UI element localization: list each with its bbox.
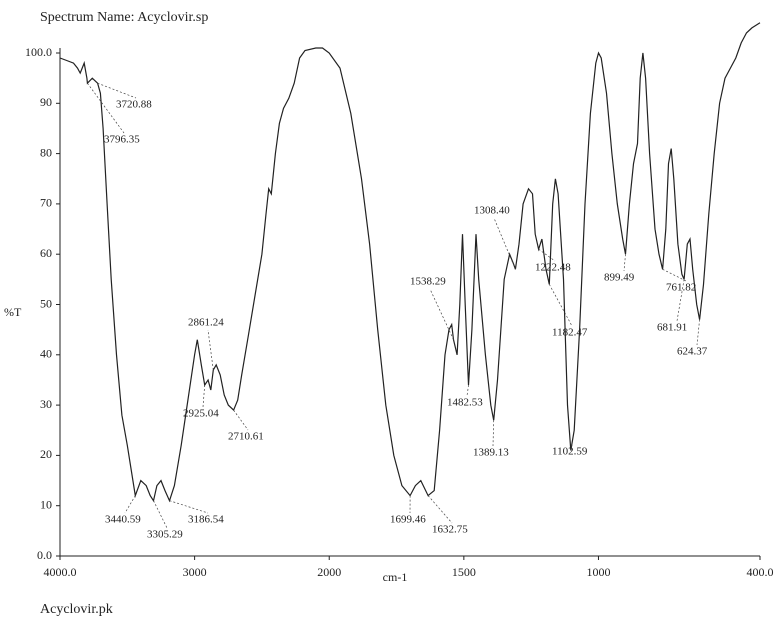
peak-leader	[153, 500, 168, 529]
peak-leader	[570, 444, 573, 451]
x-tick-label: 3000	[183, 565, 207, 579]
x-axis-label: cm-1	[383, 570, 408, 584]
peak-label: 761.82	[666, 282, 696, 294]
peak-label: 681.91	[657, 322, 687, 334]
peak-label: 1632.75	[432, 524, 468, 536]
peak-label: 899.49	[604, 272, 635, 284]
y-tick-label: 100.0	[25, 45, 52, 59]
footer: Acyclovir.pk	[40, 602, 113, 617]
y-axis-label: %T	[4, 305, 22, 319]
peak-leader	[429, 288, 454, 340]
peak-leader	[538, 248, 556, 262]
y-tick-label: 70	[40, 196, 52, 210]
peak-leader	[427, 495, 453, 524]
peak-label: 2710.61	[228, 431, 264, 443]
peak-label: 1308.40	[474, 205, 510, 217]
y-tick-label: 90	[40, 95, 52, 109]
x-tick-label: 400.0	[747, 565, 774, 579]
y-tick-label: 10	[40, 497, 52, 511]
peak-leader	[466, 384, 469, 397]
y-tick-label: 50	[40, 296, 52, 310]
y-tick-label: 30	[40, 397, 52, 411]
spectrum-line	[59, 22, 761, 503]
peak-leader	[549, 284, 573, 327]
peak-leader	[676, 279, 685, 322]
peak-leader	[662, 268, 687, 282]
peak-label: 624.37	[677, 346, 708, 358]
peak-label: 1222.48	[535, 262, 571, 274]
x-tick-label: 4000.0	[44, 565, 77, 579]
y-tick-label: 80	[40, 145, 52, 159]
peak-label: 2861.24	[188, 317, 224, 329]
peak-label: 3305.29	[147, 529, 183, 541]
peak-label: 1389.13	[473, 447, 509, 459]
peak-leader	[207, 329, 214, 370]
peak-label: 3186.54	[188, 514, 224, 526]
peak-label: 2925.04	[183, 408, 219, 420]
peak-leader	[97, 82, 137, 99]
peak-label: 1482.53	[447, 397, 483, 409]
y-tick-label: 20	[40, 447, 52, 461]
peak-leader	[623, 254, 626, 272]
peak-leader	[233, 409, 249, 431]
peak-label: 1182.47	[552, 327, 588, 339]
y-tick-label: 40	[40, 347, 52, 361]
y-tick-label: 60	[40, 246, 52, 260]
peak-label: 3440.59	[105, 514, 141, 526]
peak-leader	[124, 495, 136, 514]
chart-title: Spectrum Name: Acyclovir.sp	[40, 10, 208, 25]
y-tick-label: 0.0	[37, 548, 52, 562]
peak-label: 3720.88	[116, 99, 152, 111]
peak-leader	[696, 319, 700, 346]
peak-label: 3796.35	[104, 134, 140, 146]
peak-leader	[493, 217, 516, 270]
peak-label: 1699.46	[390, 514, 426, 526]
peak-leader	[202, 384, 206, 408]
x-tick-label: 1000	[586, 565, 610, 579]
peak-leader	[492, 420, 495, 447]
x-tick-label: 2000	[317, 565, 341, 579]
peak-leader	[169, 500, 209, 514]
peak-label: 1102.59	[552, 446, 588, 458]
peak-label: 1538.29	[410, 276, 446, 288]
x-tick-label: 1500	[452, 565, 476, 579]
